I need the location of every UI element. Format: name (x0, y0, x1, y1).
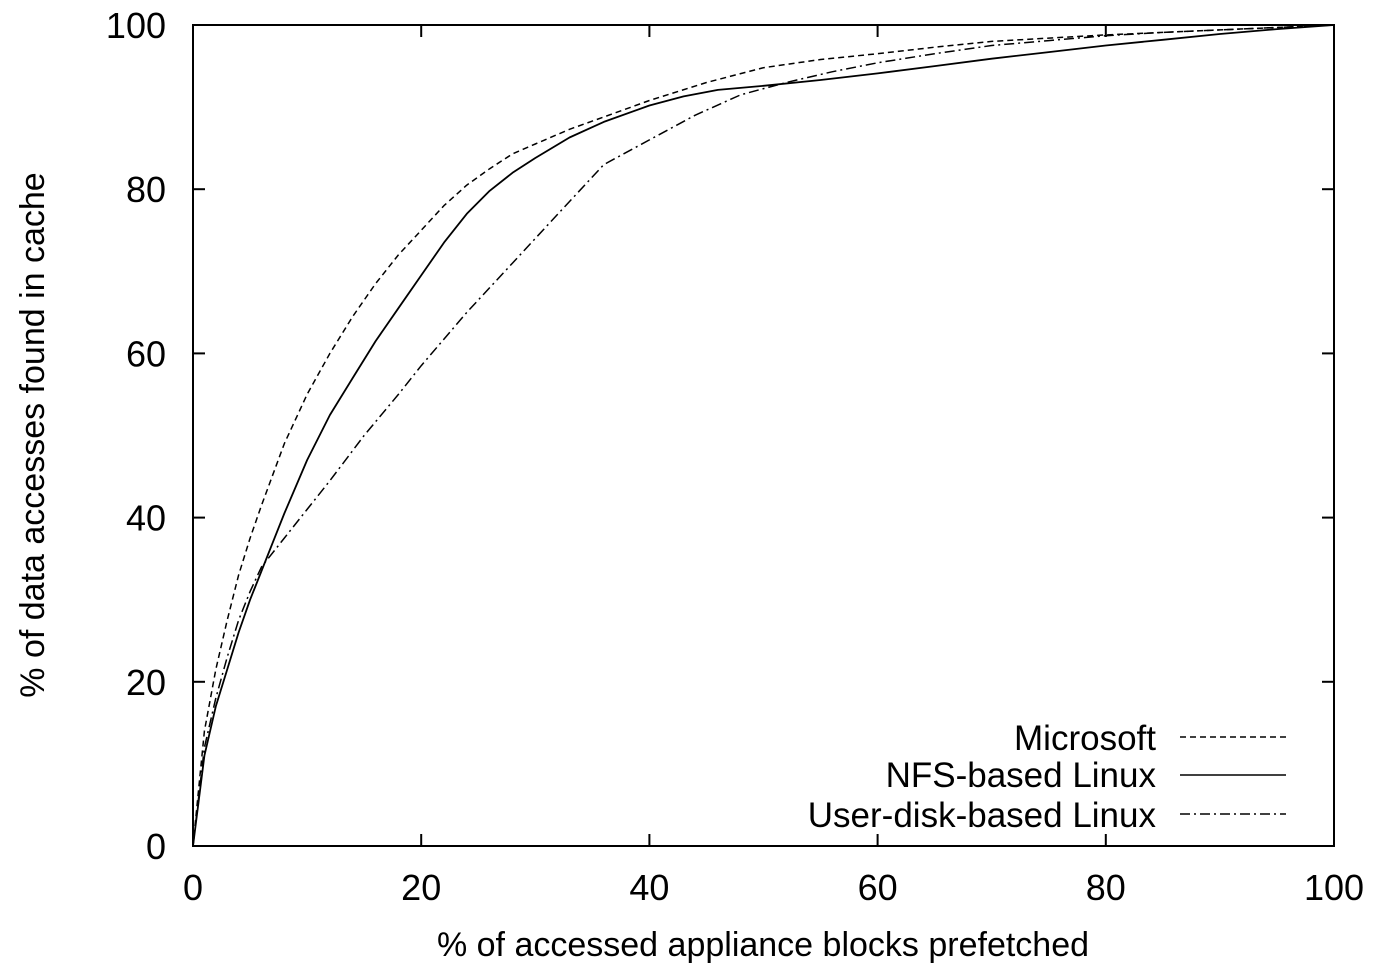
series-line-user-disk-linux (192, 24, 1335, 847)
y-tick-label: 80 (126, 169, 166, 210)
x-axis-title: % of accessed appliance blocks prefetche… (437, 926, 1089, 964)
x-tick-label: 100 (1304, 867, 1364, 908)
x-tick-label: 60 (858, 867, 898, 908)
x-tick-label: 40 (629, 867, 669, 908)
legend-label-user-disk-linux: User-disk-based Linux (808, 796, 1157, 835)
legend-label-nfs-linux: NFS-based Linux (886, 756, 1157, 795)
series-line-nfs-linux (192, 24, 1335, 847)
legend: Microsoft NFS-based Linux User-disk-base… (808, 719, 1286, 835)
x-tick-label: 0 (183, 867, 203, 908)
plot-frame (192, 24, 1335, 847)
x-tick-label: 80 (1086, 867, 1126, 908)
y-tick-label: 20 (126, 662, 166, 703)
y-tick-label: 40 (126, 498, 166, 539)
legend-label-microsoft: Microsoft (1014, 719, 1156, 758)
axis-ticks: 0 20 40 60 80 100 0 20 40 60 80 100 (106, 5, 1364, 908)
x-tick-label: 20 (401, 867, 441, 908)
series-line-microsoft (192, 24, 1335, 847)
y-axis-title: % of data accesses found in cache (14, 172, 52, 697)
y-tick-label: 0 (146, 826, 166, 867)
series-lines (192, 24, 1335, 847)
y-tick-label: 60 (126, 333, 166, 374)
y-tick-label: 100 (106, 5, 166, 46)
